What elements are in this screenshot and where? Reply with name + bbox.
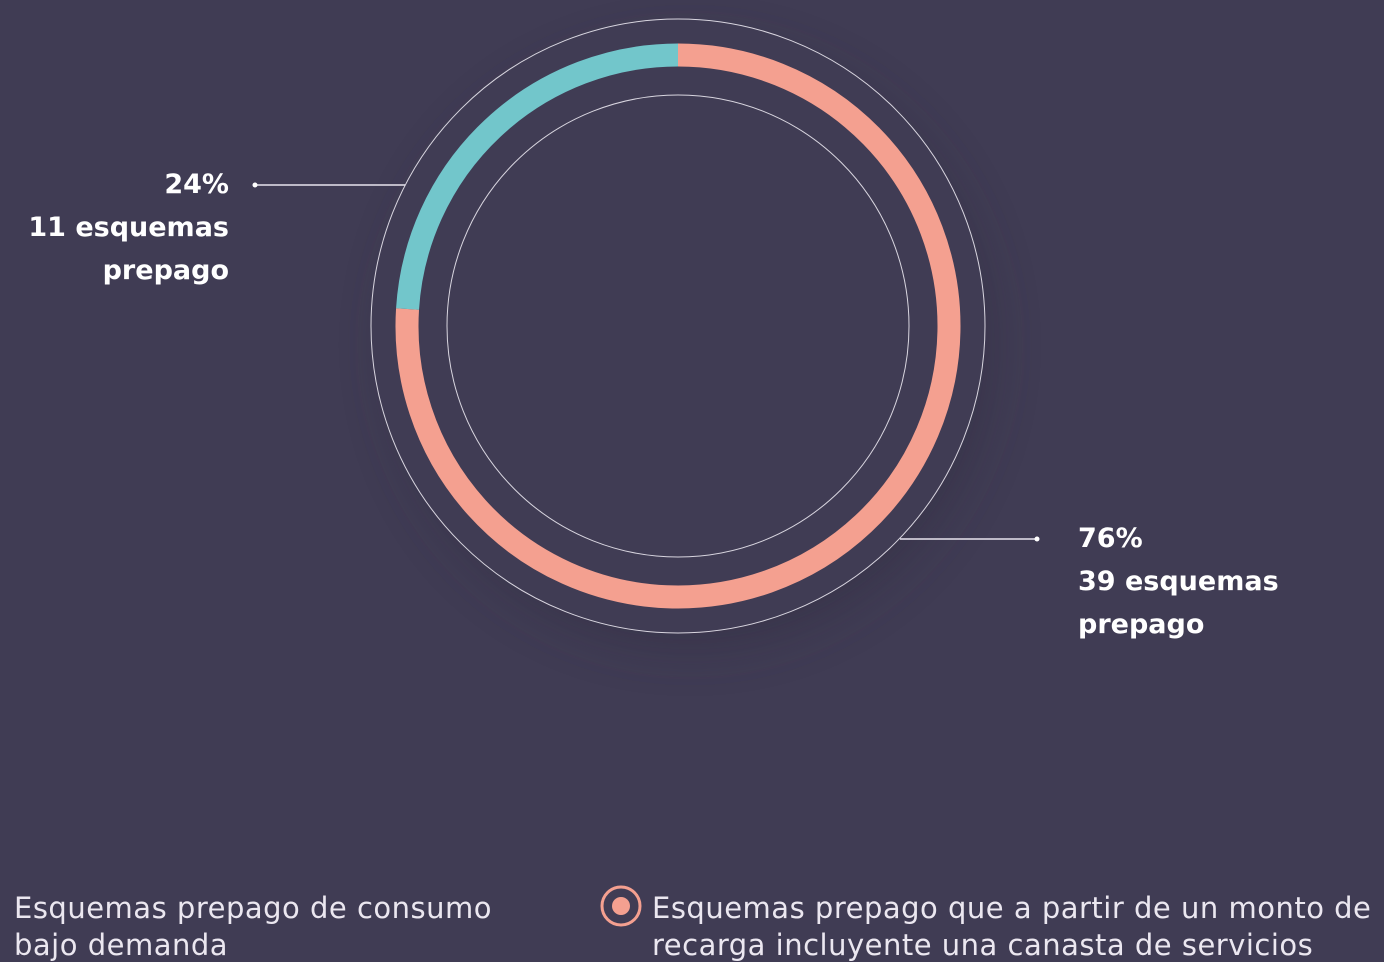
detail-label: 39 esquemas prepago [1078,566,1279,640]
donut-slice [396,43,679,310]
leader-dot [252,182,258,188]
legend-marker-dot [612,897,630,915]
slice-label: 76% 39 esquemas prepago [1078,517,1308,646]
slice-label: 24% 11 esquemas prepago [0,163,229,292]
percent-label: 76% [1078,523,1143,554]
legend-entry: Esquemas prepago de consumo bajo demanda [14,891,493,962]
inner-ring [446,94,910,558]
legend-entry: Esquemas prepago que a partir de un mont… [652,891,1372,962]
detail-label: 11 esquemas prepago [28,212,229,286]
outer-ring [370,18,986,634]
leader-dot [1034,536,1040,542]
legend-marker [600,885,642,927]
donut-slice [395,43,961,609]
percent-label: 24% [164,169,229,200]
